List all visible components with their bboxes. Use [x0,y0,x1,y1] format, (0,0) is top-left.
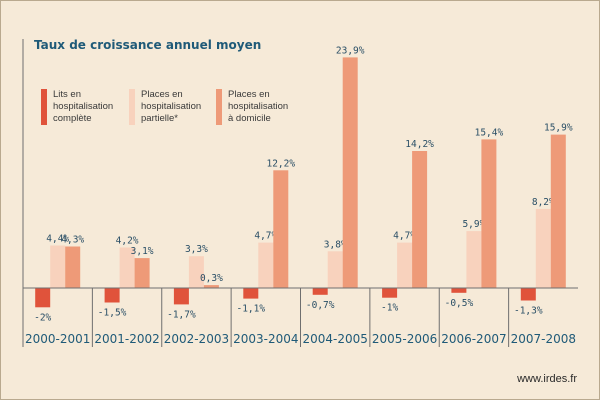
legend-label: hospitalisation [53,101,113,112]
bar [466,231,482,288]
data-label: 3,3% [185,244,208,255]
legend-label: Places en [141,89,183,100]
bar [50,245,66,288]
data-label: 4,3% [61,235,84,246]
x-tick-label: 2006-2007 [441,332,506,346]
bar [412,151,428,288]
legend-swatch [41,89,47,125]
bar [65,246,81,288]
legend-label: hospitalisation [141,101,201,112]
bar [273,170,289,288]
data-label: 3,8% [324,239,347,250]
x-tick-label: 2005-2006 [372,332,437,346]
bar [35,288,51,308]
data-label: 15,9% [544,123,573,134]
axes: 2000-2001 2001-2002 2002-2003 2003-2004 2004… [22,39,578,347]
legend-label: partielle* [141,113,178,124]
chart-title: Taux de croissance annuel moyen [34,38,261,52]
data-label: -1,5% [98,308,127,319]
x-tick-label: 2004-2005 [302,332,367,346]
bar [520,288,536,301]
bar [382,288,398,298]
x-tick-label: 2003-2004 [233,332,298,346]
data-label: -2% [34,312,51,323]
bars: -2% -1,5% -1,7% -1,1% -0,7% -1% -0,5% -1,3% 4,4%… [34,45,573,323]
legend-label: hospitalisation [228,101,288,112]
data-label: 4,2% [116,236,139,247]
bar [243,288,259,299]
bar [327,251,343,288]
legend-label: complète [53,113,92,124]
bar [481,139,497,288]
legend-swatch [129,89,135,125]
data-label: 5,9% [462,219,485,230]
data-label: 3,1% [131,246,154,257]
x-tick-label: 2002-2003 [164,332,229,346]
bar [119,247,135,288]
x-tick-label: 2001-2002 [94,332,159,346]
legend-label: à domicile [228,113,271,124]
data-label: 4,7% [254,231,277,242]
data-label: -1,7% [167,309,196,320]
bar [535,208,551,288]
data-label: -0,5% [445,298,474,309]
bar [550,134,566,288]
x-tick-label: 2007-2008 [511,332,576,346]
data-label: -1,3% [514,306,543,317]
bar [104,288,120,303]
legend-label: Lits en [53,89,81,100]
data-label: 4,7% [393,231,416,242]
data-label: 12,2% [266,158,295,169]
data-label: -0,7% [306,300,335,311]
bar [134,258,150,288]
bar [188,256,204,288]
bar [173,288,189,305]
source-link[interactable]: www.irdes.fr [516,373,577,385]
data-label: -1,1% [236,304,265,315]
data-label: -1% [381,303,398,314]
bar [258,242,274,288]
data-label: 0,3% [200,273,223,284]
bar [342,57,358,289]
data-label: 15,4% [475,127,504,138]
data-label: 8,2% [532,197,555,208]
bar [203,285,219,288]
data-label: 14,2% [405,139,434,150]
bar [451,288,467,293]
legend-label: Places en [228,89,270,100]
bar [397,242,413,288]
bar [312,288,328,295]
data-label: 4,4% [46,234,69,245]
legend-swatch [216,89,222,125]
data-label: 23,9% [336,45,365,56]
x-tick-label: 2000-2001 [25,332,90,346]
